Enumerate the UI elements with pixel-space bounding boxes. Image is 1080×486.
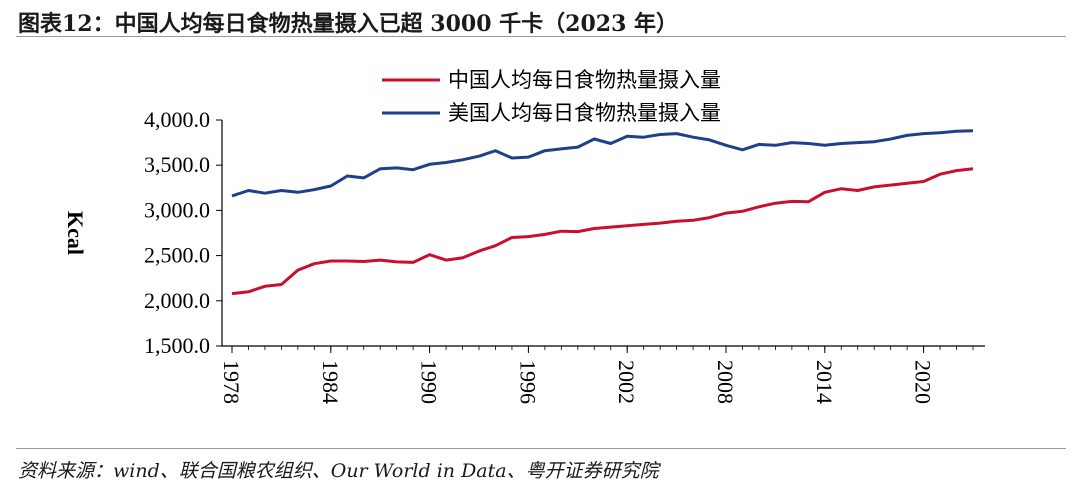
series-line-2 [231, 129, 974, 198]
x-tick-label: 1990 [417, 360, 442, 404]
chart-axes [221, 120, 985, 347]
legend-label-1: 中国人均每日食物热量摄入量 [448, 68, 721, 92]
source-note: 资料来源：wind、联合国粮农组织、Our World in Data、粤开证券… [18, 460, 659, 482]
x-tick-label: 2002 [614, 360, 639, 404]
title-rule [16, 36, 1066, 37]
chart-series [231, 129, 974, 296]
legend-label-2: 美国人均每日食物热量摄入量 [448, 101, 721, 125]
y-tick-label: 2,000.0 [144, 288, 210, 313]
y-axis-label: Kcal [63, 211, 88, 255]
x-tick-label: 2014 [812, 360, 837, 404]
y-tick-label: 3,000.0 [144, 197, 210, 222]
x-tick-label: 1984 [318, 360, 343, 404]
chart-ticks: 1,500.0 2,000.0 2,500.0 3,000.0 3,500.0 4,000… [144, 107, 974, 404]
y-tick-label: 2,500.0 [144, 243, 210, 268]
x-tick-label: 1996 [515, 360, 540, 404]
x-tick-label: 1978 [219, 360, 244, 404]
y-tick-label: 4,000.0 [144, 107, 210, 132]
y-tick-label: 1,500.0 [144, 333, 210, 358]
x-tick-label: 2020 [911, 360, 936, 404]
x-tick-label: 2008 [713, 360, 738, 404]
chart-title: 图表12：中国人均每日食物热量摄入已超 3000 千卡（2023 年） [18, 11, 679, 37]
series-line-1 [231, 167, 974, 296]
source-rule [16, 448, 1066, 449]
y-tick-label: 3,500.0 [144, 152, 210, 177]
